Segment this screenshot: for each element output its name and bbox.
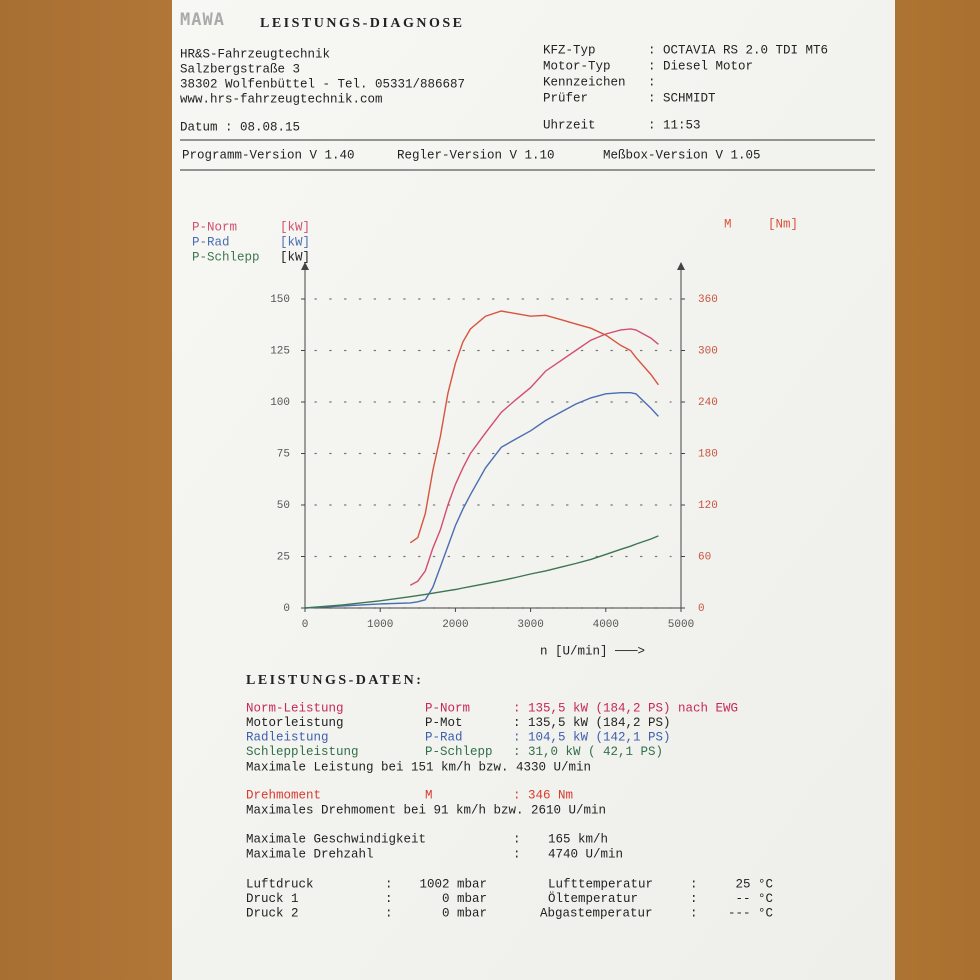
y-tick-label: 0 [283,603,290,615]
y-tick-label: 125 [270,345,290,357]
x-tick-label: 5000 [668,619,694,631]
result-cell: Norm-Leistung [246,701,344,715]
y2-tick-label: 240 [698,397,718,409]
y-tick-label: 75 [277,448,290,460]
y2-tick-label: 120 [698,500,718,512]
field-value: : SCHMIDT [648,91,716,105]
env-label: Luftdruck [246,877,314,891]
env-value: 25 °C [735,877,773,891]
x-tick-label: 2000 [442,619,468,631]
result-cell: : 31,0 kW ( 42,1 PS) [513,745,663,759]
field-label: KFZ-Typ [543,43,596,57]
legend-name: M [724,217,732,231]
legend-name: P-Schlepp [192,250,260,264]
result-line: Maximales Drehmoment bei 91 km/h bzw. 26… [246,803,606,817]
result-cell: Maximale Geschwindigkeit [246,832,426,846]
address-line: HR&S-Fahrzeugtechnik [180,47,330,61]
field-value: : [648,75,656,89]
result-cell: : 135,5 kW (184,2 PS) [513,716,671,730]
doc-title: LEISTUNGS-DIAGNOSE [260,16,465,31]
env-value: 0 mbar [442,892,487,906]
series-line [304,535,659,609]
result-cell: Radleistung [246,730,329,744]
legend-name: P-Norm [192,220,237,234]
series-line [304,392,659,609]
env-sep: : [690,892,698,906]
result-line: Maximale Leistung bei 151 km/h bzw. 4330… [246,760,591,774]
env-sep: : [690,906,698,920]
field-label: Motor-Typ [543,59,611,73]
result-cell: : 135,5 kW (184,2 PS) nach EWG [513,701,738,715]
x-axis-label: n [U/min] ───> [540,644,645,658]
field-label: Prüfer [543,91,588,105]
legend-unit: [kW] [280,235,310,249]
time-value: : 11:53 [648,118,701,132]
result-cell: : [513,832,521,846]
address-line: www.hrs-fahrzeugtechnik.com [180,92,383,106]
env-value: --- °C [728,906,773,920]
env-sep: : [385,892,393,906]
y2-tick-label: 60 [698,551,711,563]
address-line: 38302 Wolfenbüttel - Tel. 05331/886687 [180,77,465,91]
result-cell: Schleppleistung [246,745,359,759]
env-value: -- °C [735,892,773,906]
env-label: Abgastemperatur [540,906,653,920]
section-title: LEISTUNGS-DATEN: [246,673,423,688]
result-cell: P-Mot [425,716,463,730]
env-value: 1002 mbar [419,877,487,891]
env-value: 0 mbar [442,906,487,920]
y2-tick-label: 360 [698,294,718,306]
version: Meßbox-Version V 1.05 [603,148,761,162]
x-tick-label: 1000 [367,619,393,631]
result-cell: 165 km/h [548,832,608,846]
result-cell: : 104,5 kW (142,1 PS) [513,730,671,744]
y2-tick-label: 0 [698,603,705,615]
date: Datum : 08.08.15 [180,120,300,134]
field-value: : Diesel Motor [648,59,753,73]
series-line [409,310,659,544]
address-line: Salzbergstraße 3 [180,62,300,76]
result-cell: Maximale Drehzahl [246,847,374,861]
env-sep: : [385,877,393,891]
x-tick-label: 0 [302,619,309,631]
x-tick-label: 4000 [593,619,619,631]
y-tick-label: 50 [277,500,290,512]
logo: MAWA [180,10,225,30]
series-line [409,328,659,586]
version: Programm-Version V 1.40 [182,148,355,162]
legend-unit: [kW] [280,220,310,234]
y-tick-label: 100 [270,397,290,409]
result-cell: P-Norm [425,701,470,715]
legend-name: P-Rad [192,235,230,249]
y-tick-label: 25 [277,551,290,563]
y2-tick-label: 300 [698,345,718,357]
field-label: Kennzeichen [543,75,626,89]
result-cell: : [513,847,521,861]
result-cell: Drehmoment [246,788,321,802]
result-cell: 4740 U/min [548,847,623,861]
legend-unit: [Nm] [768,217,798,231]
time-label: Uhrzeit [543,118,596,132]
y2-tick-label: 180 [698,448,718,460]
y-tick-label: 150 [270,294,290,306]
result-cell: : 346 Nm [513,788,573,802]
paper [172,0,895,980]
field-value: : OCTAVIA RS 2.0 TDI MT6 [648,43,828,57]
version: Regler-Version V 1.10 [397,148,555,162]
env-label: Öltemperatur [548,892,638,906]
result-cell: Motorleistung [246,716,344,730]
result-cell: P-Rad [425,730,463,744]
env-label: Druck 1 [246,892,299,906]
env-sep: : [385,906,393,920]
result-cell: P-Schlepp [425,745,493,759]
env-sep: : [690,877,698,891]
env-label: Druck 2 [246,906,299,920]
legend-unit: [kW] [280,250,310,264]
result-cell: M [425,788,433,802]
x-tick-label: 3000 [517,619,543,631]
env-label: Lufttemperatur [548,877,653,891]
